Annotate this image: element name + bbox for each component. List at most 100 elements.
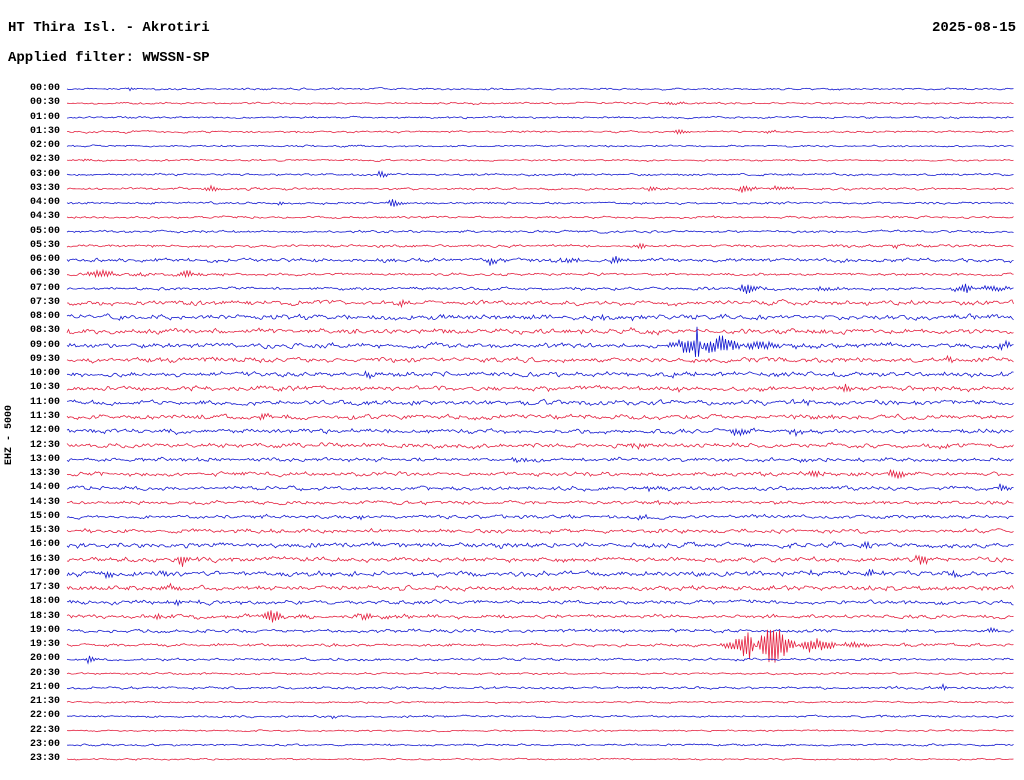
row-time-label: 11:00 xyxy=(29,396,60,408)
row-time-label: 06:30 xyxy=(29,268,60,280)
row-time-label: 02:00 xyxy=(29,140,60,152)
row-time-label: 23:30 xyxy=(29,753,60,765)
seismo-trace-row xyxy=(66,610,1014,623)
seismo-trace-row xyxy=(66,144,1014,148)
seismo-trace-row xyxy=(66,427,1014,438)
seismo-trace-row xyxy=(66,568,1014,580)
seismo-trace-row xyxy=(66,729,1014,733)
row-time-label: 21:00 xyxy=(29,681,60,693)
row-time-label: 06:00 xyxy=(29,254,60,266)
row-time-label: 21:30 xyxy=(29,696,60,708)
seismo-trace-row xyxy=(66,101,1014,106)
seismo-trace-row xyxy=(66,441,1014,451)
seismo-trace-row xyxy=(67,370,1014,380)
seismo-trace-row xyxy=(66,313,1014,322)
seismo-trace-row xyxy=(66,170,1014,179)
seismo-trace-row xyxy=(66,283,1014,294)
row-time-label: 03:00 xyxy=(29,168,60,180)
row-time-label: 02:30 xyxy=(29,154,60,166)
row-time-label: 15:30 xyxy=(29,525,60,537)
row-time-label: 14:00 xyxy=(29,482,60,494)
seismo-trace-row xyxy=(66,582,1014,592)
seismo-trace-row xyxy=(66,554,1014,567)
seismo-trace-row xyxy=(66,115,1014,120)
seismo-trace-row xyxy=(66,229,1014,234)
row-time-label: 09:00 xyxy=(29,339,60,351)
row-time-label: 09:30 xyxy=(29,353,60,365)
seismo-trace-row xyxy=(66,354,1014,364)
row-time-label: 12:30 xyxy=(29,439,60,451)
time-axis-labels: 00:00 00:30 01:00 01:30 02:00 02:30 03:00 03:30… xyxy=(0,0,62,780)
seismo-trace-row xyxy=(66,326,1014,336)
seismo-trace-row xyxy=(66,743,1014,747)
row-time-label: 19:00 xyxy=(29,624,60,636)
seismo-trace-row xyxy=(66,626,1014,634)
seismo-trace-row xyxy=(66,483,1014,493)
row-time-label: 14:30 xyxy=(29,496,60,508)
seismo-trace-row xyxy=(66,469,1014,479)
row-time-label: 08:00 xyxy=(29,311,60,323)
seismo-trace-row xyxy=(66,215,1014,220)
seismo-trace-row xyxy=(66,714,1014,720)
seismo-trace-row xyxy=(66,268,1014,279)
seismo-trace-row xyxy=(66,655,1014,665)
row-time-label: 16:00 xyxy=(29,539,60,551)
seismo-trace-row xyxy=(66,757,1014,761)
row-time-label: 18:30 xyxy=(29,610,60,622)
row-time-label: 07:00 xyxy=(29,282,60,294)
seismo-trace-row xyxy=(66,499,1014,506)
row-time-label: 15:00 xyxy=(29,510,60,522)
row-time-label: 23:00 xyxy=(29,738,60,750)
seismo-trace-row xyxy=(66,398,1014,407)
row-time-label: 00:30 xyxy=(29,97,60,109)
seismo-trace-row xyxy=(66,682,1014,692)
row-time-label: 04:00 xyxy=(29,197,60,209)
row-time-label: 20:30 xyxy=(29,667,60,679)
row-time-label: 17:30 xyxy=(29,582,60,594)
seismo-trace-row xyxy=(66,412,1014,421)
row-time-label: 11:30 xyxy=(29,410,60,422)
row-time-label: 01:30 xyxy=(29,125,60,137)
row-time-label: 18:00 xyxy=(29,596,60,608)
row-time-label: 16:30 xyxy=(29,553,60,565)
row-time-label: 03:30 xyxy=(29,182,60,194)
row-time-label: 22:30 xyxy=(29,724,60,736)
row-time-label: 13:30 xyxy=(29,468,60,480)
seismo-trace-row xyxy=(66,700,1014,704)
row-time-label: 13:00 xyxy=(29,453,60,465)
row-time-label: 07:30 xyxy=(29,296,60,308)
seismo-trace-row xyxy=(66,540,1014,550)
record-date: 2025-08-15 xyxy=(931,20,1016,36)
seismo-trace-row xyxy=(66,184,1014,193)
seismo-trace-row xyxy=(67,128,1014,135)
seismo-trace-row xyxy=(66,513,1014,521)
row-time-label: 10:00 xyxy=(29,368,60,380)
seismo-trace-row xyxy=(66,629,1014,663)
seismo-trace-row xyxy=(66,456,1014,464)
seismo-trace-row xyxy=(66,199,1014,207)
row-time-label: 19:30 xyxy=(29,639,60,651)
row-time-label: 05:00 xyxy=(29,225,60,237)
seismo-trace-row xyxy=(66,256,1014,266)
seismo-trace-row xyxy=(66,326,1014,358)
row-time-label: 01:00 xyxy=(29,111,60,123)
row-time-label: 22:00 xyxy=(29,710,60,722)
row-time-label: 05:30 xyxy=(29,239,60,251)
row-time-label: 12:00 xyxy=(29,425,60,437)
station-title: HT Thira Isl. - Akrotiri xyxy=(8,20,210,36)
seismo-trace-row xyxy=(66,87,1014,92)
filter-label: Applied filter: WWSSN-SP xyxy=(8,50,210,66)
seismo-trace-row xyxy=(67,298,1014,309)
row-time-label: 20:00 xyxy=(29,653,60,665)
row-time-label: 17:00 xyxy=(29,567,60,579)
seismo-trace-row xyxy=(66,158,1014,163)
row-time-label: 08:30 xyxy=(29,325,60,337)
row-time-label: 04:30 xyxy=(29,211,60,223)
seismo-trace-row xyxy=(66,242,1014,250)
seismo-trace-row xyxy=(66,671,1014,676)
row-time-label: 00:00 xyxy=(29,83,60,94)
seismo-trace-row xyxy=(66,527,1014,535)
seismo-trace-row xyxy=(66,599,1014,607)
seismo-trace-row xyxy=(66,383,1014,393)
